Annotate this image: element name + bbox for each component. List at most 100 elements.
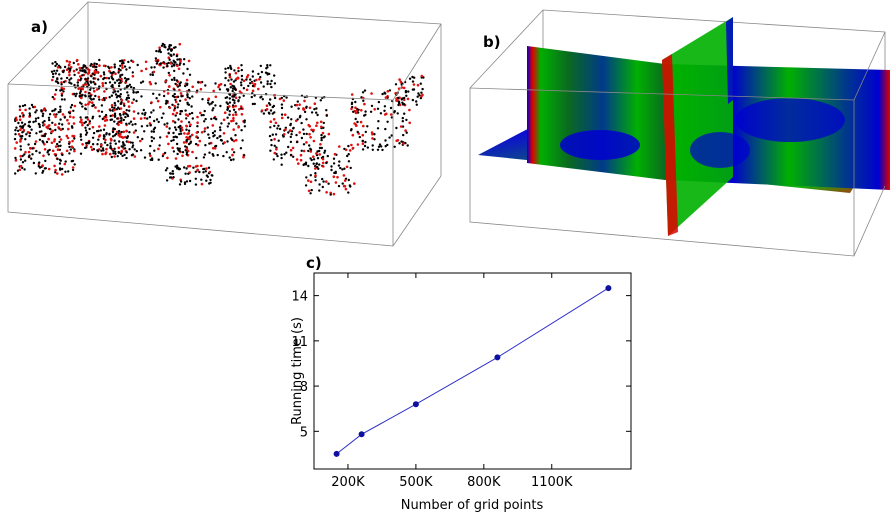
cloud-point-red <box>399 80 403 84</box>
cloud-point-black <box>42 141 45 144</box>
cloud-point-black <box>172 138 175 142</box>
cloud-point-black <box>405 94 408 98</box>
cloud-point-red <box>97 109 100 113</box>
cloud-point-red <box>354 106 357 109</box>
cloud-point-black <box>88 127 91 131</box>
cloud-point-red <box>167 56 171 59</box>
cloud-point-black <box>174 61 177 64</box>
cloud-point-red <box>404 129 407 132</box>
cloud-point-black <box>128 131 131 134</box>
cloud-point-black <box>401 120 404 123</box>
cloud-point-red <box>71 166 75 169</box>
cloud-point-red <box>232 128 235 131</box>
cloud-point-black <box>292 126 295 130</box>
cloud-point-black <box>330 165 333 168</box>
cloud-point-red <box>298 103 301 106</box>
box-b-front <box>469 31 886 257</box>
cloud-point-black <box>54 80 58 83</box>
cloud-point-black <box>48 148 51 152</box>
cloud-point-red <box>273 137 276 141</box>
cloud-point-red <box>199 164 203 168</box>
cloud-point-black <box>224 67 227 71</box>
cloud-point-black <box>141 112 144 115</box>
cloud-point-black <box>97 78 100 81</box>
cloud-point-red <box>80 118 83 122</box>
cloud-point-red <box>235 77 238 81</box>
cloud-point-red <box>359 120 363 124</box>
cloud-point-black <box>203 167 206 171</box>
cloud-point-red <box>149 82 153 86</box>
cloud-point-black <box>347 160 351 163</box>
cloud-point-black <box>176 106 179 109</box>
cloud-point-black <box>27 121 31 124</box>
cloud-point-black <box>339 166 342 170</box>
cloud-point-black <box>320 136 323 140</box>
cloud-point-red <box>72 116 75 119</box>
cloud-point-red <box>156 99 160 103</box>
cloud-point-red <box>98 125 101 128</box>
cloud-point-black <box>240 107 243 110</box>
cloud-point-black <box>84 77 87 81</box>
cloud-point-black <box>139 81 143 84</box>
cloud-point-black <box>64 160 67 163</box>
cloud-point-black <box>366 146 369 149</box>
cloud-point-black <box>172 176 175 179</box>
cloud-point-black <box>19 145 22 148</box>
cloud-point-black <box>32 120 35 124</box>
cloud-point-red <box>222 132 226 135</box>
cloud-point-black <box>114 132 118 136</box>
cloud-point-black <box>25 133 28 136</box>
cloud-point-black <box>318 189 321 192</box>
cloud-point-red <box>131 60 135 63</box>
cloud-point-red <box>321 157 325 161</box>
cloud-point-black <box>103 76 106 80</box>
y-tick-label: 11 <box>291 335 308 350</box>
cloud-point-black <box>18 105 22 108</box>
cloud-point-black <box>308 144 311 147</box>
cloud-point-black <box>270 143 273 147</box>
cloud-point-red <box>282 133 286 136</box>
cloud-point-black <box>349 166 352 170</box>
cloud-point-red <box>53 164 56 168</box>
cloud-point-black <box>358 135 361 139</box>
cloud-point-black <box>378 143 382 146</box>
cloud-point-red <box>334 181 338 184</box>
cloud-point-black <box>111 135 115 138</box>
cloud-point-red <box>101 98 104 102</box>
cloud-point-black <box>61 153 64 157</box>
cloud-point-black <box>103 73 106 76</box>
cloud-point-black <box>120 59 124 62</box>
cloud-point-red <box>22 128 26 132</box>
cloud-point-red <box>232 113 235 117</box>
cloud-point-black <box>105 133 108 136</box>
cloud-point-black <box>341 182 344 185</box>
cloud-point-black <box>185 128 188 131</box>
cloud-point-red <box>59 128 63 131</box>
cloud-point-red <box>182 141 186 144</box>
cloud-point-red <box>234 104 237 108</box>
cloud-point-black <box>61 167 64 171</box>
cloud-point-red <box>149 154 152 157</box>
cloud-point-black <box>111 83 114 87</box>
cloud-point-black <box>157 120 160 124</box>
cloud-point-black <box>265 67 268 70</box>
cloud-point-black <box>108 133 111 136</box>
cloud-point-red <box>118 135 122 138</box>
cloud-point-red <box>312 139 316 143</box>
cloud-point-black <box>24 138 27 141</box>
cloud-point-black <box>338 160 341 163</box>
cloud-point-black <box>102 128 106 131</box>
cloud-point-black <box>234 93 237 96</box>
cloud-point-black <box>51 109 54 113</box>
cloud-point-black <box>188 112 191 116</box>
cloud-point-black <box>401 103 405 106</box>
cloud-point-red <box>275 148 278 151</box>
cloud-point-black <box>146 124 149 128</box>
cloud-point-black <box>174 114 177 117</box>
cloud-point-red <box>131 74 135 78</box>
cloud-point-red <box>60 173 64 176</box>
cloud-point-black <box>37 122 41 126</box>
cloud-point-red <box>189 123 192 126</box>
cloud-point-red <box>389 113 393 116</box>
cloud-point-black <box>21 161 25 164</box>
